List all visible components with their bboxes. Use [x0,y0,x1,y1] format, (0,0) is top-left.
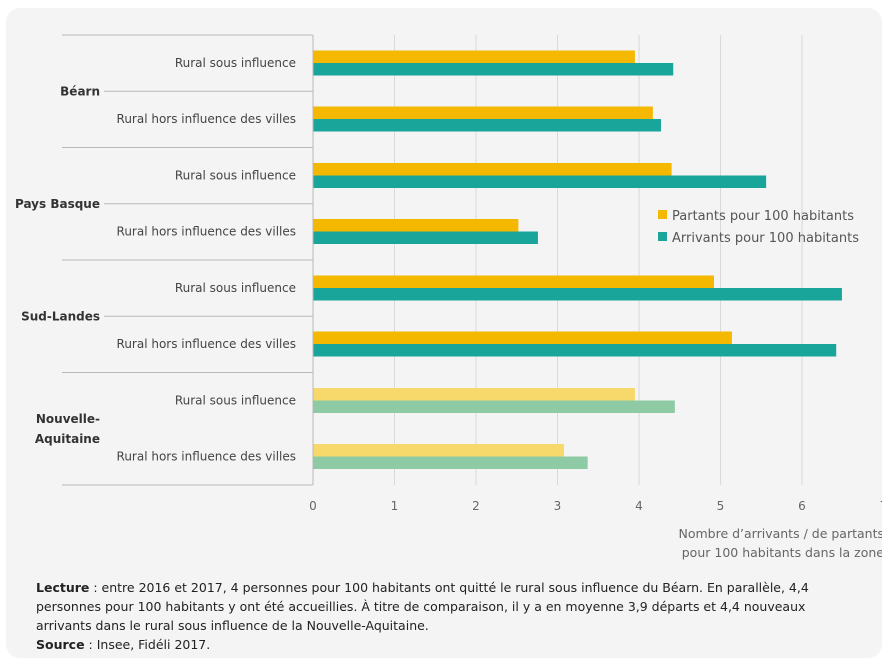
group-label: Sud-Landes [21,309,100,323]
x-tick-label: 5 [717,499,725,513]
x-tick-label: 3 [554,499,562,513]
source-label: Source [36,637,85,652]
bar-partants [313,219,519,232]
source-note: Source : Insee, Fidéli 2017. [36,635,846,654]
lecture-note: Lecture : entre 2016 et 2017, 4 personne… [36,578,846,635]
bar-chart: Béarn Rural sous influence Rural hors infl… [15,34,882,560]
category-label: Rural sous influence [175,169,296,183]
bar-arrivants [313,400,675,413]
bar-partants [313,388,635,401]
lecture-label: Lecture [36,580,90,595]
group-label: Aquitaine [35,432,100,446]
chart-caption: Lecture : entre 2016 et 2017, 4 personne… [36,578,846,654]
x-axis-title: Nombre d’arrivants / de partants [678,526,882,541]
legend-label-partants: Partants pour 100 habitants [672,209,854,224]
bar-arrivants [313,175,767,188]
x-tick-label: 6 [798,499,806,513]
category-label: Rural hors influence des villes [117,112,296,126]
category-label: Rural hors influence des villes [117,450,296,464]
bar-arrivants [313,63,674,76]
bar-partants [313,444,565,457]
source-text: : Insee, Fidéli 2017. [84,637,211,652]
bar-partants [313,275,714,288]
x-tick-label: 1 [391,499,399,513]
x-tick-label: 4 [635,499,643,513]
group-label: Nouvelle- [36,412,100,426]
group-label: Béarn [60,84,100,98]
bar-arrivants [313,344,837,357]
bar-arrivants [313,231,538,244]
category-label: Rural sous influence [175,394,296,408]
x-tick-label: 7 [880,499,882,513]
category-label: Rural sous influence [175,56,296,70]
bar-partants [313,163,672,176]
bar-arrivants [313,456,588,469]
legend-swatch-partants [658,210,667,219]
x-axis-title: pour 100 habitants dans la zone [682,545,882,560]
category-label: Rural sous influence [175,281,296,295]
lecture-text: : entre 2016 et 2017, 4 personnes pour 1… [36,580,809,633]
legend-swatch-arrivants [658,232,667,241]
category-label: Rural hors influence des villes [117,225,296,239]
chart-card: Béarn Rural sous influence Rural hors infl… [6,8,882,658]
bar-arrivants [313,119,662,132]
bar-partants [313,50,635,63]
legend-label-arrivants: Arrivants pour 100 habitants [672,231,859,246]
bar-partants [313,106,653,119]
category-label: Rural hors influence des villes [117,337,296,351]
group-label: Pays Basque [15,197,100,211]
bar-partants [313,331,732,344]
x-tick-label: 0 [309,499,317,513]
x-tick-label: 2 [472,499,480,513]
bar-arrivants [313,288,842,301]
